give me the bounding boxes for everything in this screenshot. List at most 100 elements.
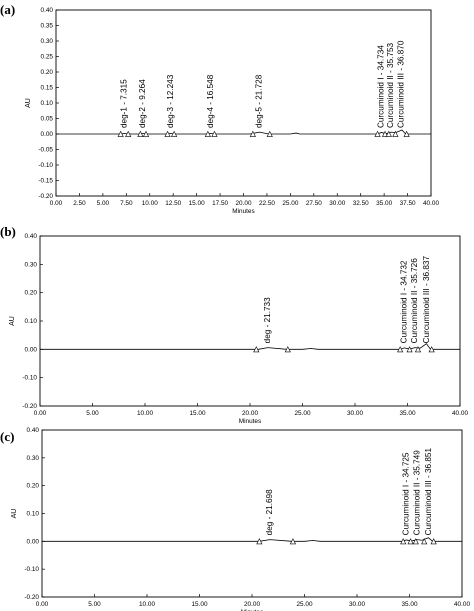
- peak-label: Curcuminoid I - 34.734: [377, 45, 386, 128]
- y-tick-label: 0.30: [41, 38, 54, 45]
- integration-marker: [414, 346, 422, 353]
- peak-label: Curcuminoid II - 35.753: [386, 42, 395, 128]
- integration-marker: [385, 130, 392, 137]
- peak-label: deg - 21.698: [265, 489, 274, 535]
- x-tick-label: 25.00: [282, 200, 298, 207]
- peak-label: Curcuminoid III - 36.851: [424, 448, 433, 536]
- peak-label: deg-3 - 12.243: [166, 74, 175, 128]
- x-tick-label: 10.00: [139, 601, 155, 608]
- integration-marker: [406, 346, 413, 353]
- integration-marker: [400, 538, 407, 545]
- x-tick-label: 20.00: [242, 410, 258, 417]
- x-tick-label: 30.00: [347, 410, 363, 417]
- integration-marker: [403, 130, 410, 137]
- x-tick-label: 30.00: [329, 200, 345, 207]
- x-tick-label: 30.00: [349, 601, 365, 608]
- y-tick-label: 0.15: [41, 85, 54, 92]
- peak-label: Curcuminoid III - 36.870: [397, 40, 406, 128]
- y-tick-label: 0.40: [41, 7, 54, 14]
- integration-marker: [289, 538, 297, 545]
- x-tick-label: 7.50: [120, 200, 133, 207]
- panel-label: (a): [0, 2, 15, 17]
- plot-frame: [55, 9, 432, 197]
- x-tick-label: 15.00: [189, 200, 205, 207]
- x-tick-label: 0.00: [34, 410, 47, 417]
- peak-label: Curcuminoid II - 35.749: [412, 450, 421, 536]
- x-tick-label: 40.00: [454, 601, 470, 608]
- x-axis-label: Minutes: [232, 208, 254, 215]
- x-tick-label: 0.00: [50, 200, 63, 207]
- y-tick-label: 0.10: [25, 318, 38, 325]
- x-tick-label: 20.00: [236, 200, 252, 207]
- peak-label: deg-2 - 9.264: [138, 79, 147, 128]
- y-tick-label: -0.10: [24, 566, 39, 573]
- integration-marker: [164, 130, 171, 137]
- y-tick-label: 0.10: [27, 511, 40, 518]
- peak-label: Curcuminoid III - 36.837: [422, 256, 431, 344]
- x-tick-label: 5.00: [88, 601, 101, 608]
- integration-marker: [421, 538, 428, 545]
- integration-marker: [142, 130, 150, 137]
- y-tick-label: -0.20: [22, 403, 37, 410]
- x-tick-label: 35.00: [402, 601, 418, 608]
- x-tick-label: 0.00: [36, 601, 49, 608]
- peak-label: Curcuminoid I - 34.732: [400, 260, 409, 343]
- chart-panel-1: (a) 0.400.350.300.250.200.150.100.050.00-…: [0, 2, 439, 215]
- integration-marker: [256, 538, 263, 545]
- y-tick-label: -0.10: [22, 375, 37, 382]
- x-axis-label: Minutes: [241, 609, 263, 611]
- y-tick-label: -0.15: [38, 178, 53, 185]
- peak-label: deg-5 - 21.728: [255, 74, 264, 128]
- y-tick-label: 0.35: [41, 23, 54, 30]
- x-tick-label: 27.50: [306, 200, 322, 207]
- x-tick-label: 35.00: [400, 410, 416, 417]
- integration-marker: [137, 130, 144, 137]
- integration-marker: [117, 130, 124, 137]
- y-tick-label: -0.20: [38, 193, 53, 200]
- peak-label: Curcuminoid I - 34.725: [402, 452, 411, 535]
- y-tick-label: -0.20: [24, 594, 39, 601]
- integration-marker: [211, 130, 218, 137]
- x-tick-label: 2.50: [73, 200, 86, 207]
- peak-label: Curcuminoid II - 35.726: [410, 258, 419, 344]
- y-tick-label: 0.10: [41, 100, 54, 107]
- chromatogram-trace: [40, 343, 460, 350]
- y-tick-label: 0.30: [25, 261, 38, 268]
- y-tick-label: 0.40: [27, 427, 40, 434]
- chromatogram-trace: [42, 537, 462, 542]
- y-tick-label: 0.00: [25, 346, 38, 353]
- x-tick-label: 32.50: [353, 200, 369, 207]
- y-tick-label: -0.10: [38, 162, 53, 169]
- x-tick-label: 10.00: [137, 410, 153, 417]
- y-tick-label: 0.25: [41, 54, 54, 61]
- y-axis-label: AU: [9, 316, 16, 326]
- peak-label: deg-1 - 7.315: [120, 79, 129, 128]
- y-axis-label: AU: [25, 98, 32, 108]
- integration-marker: [397, 346, 404, 353]
- x-axis-label: Minutes: [239, 418, 261, 425]
- y-tick-label: 0.40: [25, 233, 38, 240]
- integration-marker: [266, 130, 273, 137]
- x-tick-label: 40.00: [452, 410, 468, 417]
- y-tick-label: -0.05: [38, 147, 53, 154]
- peak-label: deg - 21.733: [263, 297, 272, 343]
- integration-marker: [381, 130, 389, 137]
- y-tick-label: 0.20: [41, 69, 54, 76]
- integration-marker: [171, 130, 178, 137]
- x-tick-label: 20.00: [244, 601, 260, 608]
- x-tick-label: 40.00: [423, 200, 439, 207]
- integration-marker: [204, 130, 211, 137]
- peak-label: deg-4 - 16.548: [206, 74, 215, 128]
- x-tick-label: 10.00: [142, 200, 158, 207]
- x-tick-label: 5.00: [97, 200, 110, 207]
- integration-marker: [412, 538, 419, 545]
- chart-panel-2: (b) 0.400.300.200.100.00-0.10-0.200.00 5.0…: [0, 224, 468, 425]
- x-tick-label: 15.00: [192, 601, 208, 608]
- integration-marker: [392, 130, 399, 137]
- y-tick-label: 0.00: [41, 131, 54, 138]
- panel-label: (b): [0, 224, 16, 239]
- x-tick-label: 25.00: [297, 601, 313, 608]
- y-tick-label: 0.20: [27, 483, 40, 490]
- integration-marker: [249, 130, 256, 137]
